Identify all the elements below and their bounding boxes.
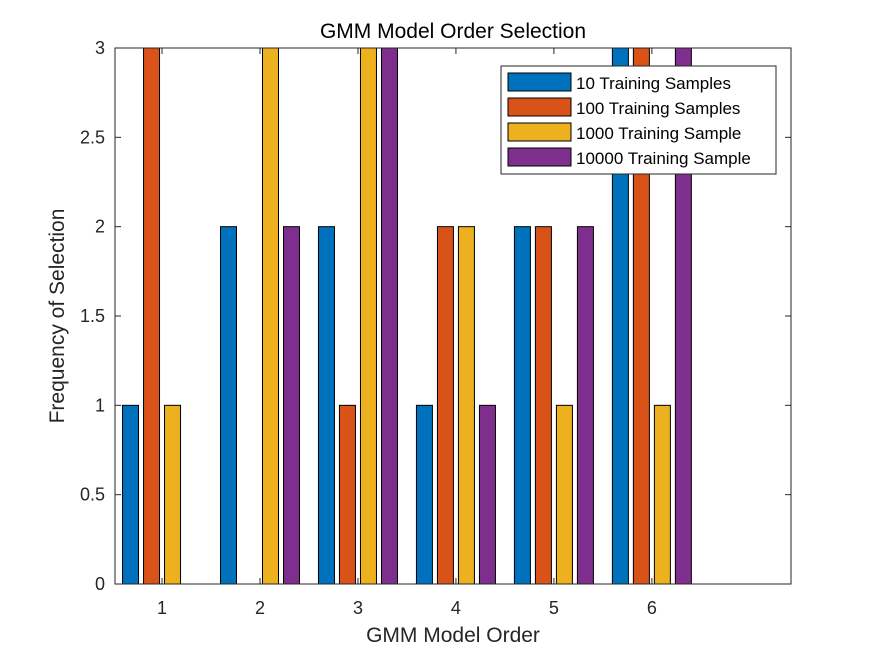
legend-label: 10000 Training Sample xyxy=(576,149,751,168)
y-axis-label: Frequency of Selection xyxy=(46,209,69,424)
bar xyxy=(534,226,552,585)
x-tick-label: 6 xyxy=(647,598,657,618)
bar xyxy=(576,226,594,585)
x-tick-label: 1 xyxy=(157,598,167,618)
bar xyxy=(317,226,335,585)
x-axis-label: GMM Model Order xyxy=(366,624,540,647)
bar xyxy=(415,404,433,585)
legend-swatch xyxy=(507,147,572,167)
bar xyxy=(478,404,496,585)
legend-swatch xyxy=(507,72,572,92)
bar xyxy=(219,226,237,585)
bar xyxy=(282,226,300,585)
y-tick-label: 2 xyxy=(95,217,105,237)
legend-swatch xyxy=(507,122,572,142)
y-tick-label: 0 xyxy=(95,574,105,594)
y-tick-label: 1 xyxy=(95,395,105,415)
bar xyxy=(164,404,182,585)
x-ticks: 1 2 3 4 5 6 xyxy=(157,48,657,618)
legend-swatch xyxy=(507,97,572,117)
y-tick-label: 2.5 xyxy=(80,127,105,147)
y-ticks: 0 0.5 1 1.5 2 2.5 3 xyxy=(80,38,791,594)
bar xyxy=(143,47,161,585)
bar xyxy=(261,47,279,585)
legend: 10 Training Samples 100 Training Samples 1… xyxy=(500,65,777,175)
legend-label: 1000 Training Sample xyxy=(576,124,741,143)
x-tick-label: 3 xyxy=(353,598,363,618)
bar xyxy=(513,226,531,585)
x-tick-label: 4 xyxy=(451,598,461,618)
x-tick-label: 2 xyxy=(255,598,265,618)
y-tick-label: 0.5 xyxy=(80,485,105,505)
legend-label: 100 Training Samples xyxy=(576,99,740,118)
x-tick-label: 5 xyxy=(549,598,559,618)
bar xyxy=(653,404,671,585)
bar xyxy=(457,226,475,585)
bar xyxy=(436,226,454,585)
bar xyxy=(380,47,398,585)
y-tick-label: 1.5 xyxy=(80,306,105,326)
bars-layer xyxy=(122,47,692,585)
legend-label: 10 Training Samples xyxy=(576,74,731,93)
chart-title: GMM Model Order Selection xyxy=(320,20,586,43)
bar xyxy=(359,47,377,585)
bar xyxy=(555,404,573,585)
y-tick-label: 3 xyxy=(95,38,105,58)
bar xyxy=(122,404,140,585)
bar xyxy=(338,404,356,585)
